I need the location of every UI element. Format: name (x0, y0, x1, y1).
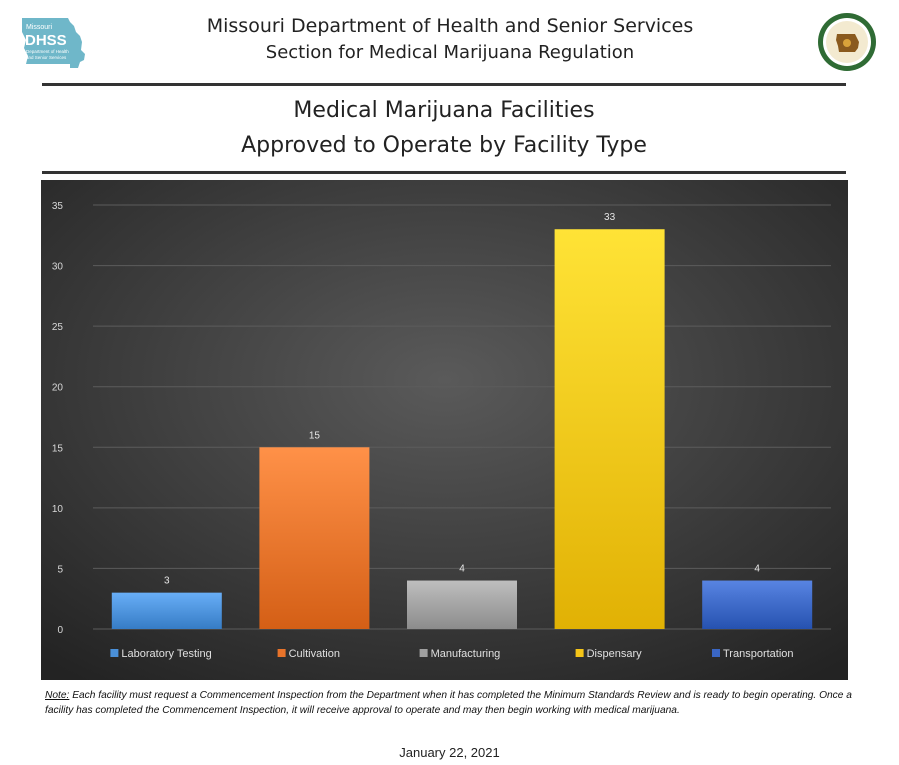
legend-label: Cultivation (289, 648, 340, 660)
footnote-label: Note: (45, 690, 70, 701)
y-tick-label: 35 (52, 201, 64, 212)
footnote: Note: Each facility must request a Comme… (45, 688, 853, 718)
dhss-logo: Missouri DHSS Department of Health and S… (18, 12, 88, 70)
legend-swatch (419, 649, 428, 657)
legend-swatch (277, 649, 286, 657)
data-label: 3 (164, 576, 170, 587)
legend-label: Laboratory Testing (121, 648, 211, 660)
bar-dispensary (554, 229, 665, 629)
bar-cultivation (259, 447, 370, 629)
y-tick-label: 30 (52, 262, 64, 273)
bar-transportation (702, 580, 813, 629)
document-date: January 22, 2021 (399, 745, 500, 760)
y-tick-label: 10 (52, 504, 64, 515)
legend-swatch (575, 649, 584, 657)
legend-label: Transportation (723, 648, 794, 660)
logo-text-dhss: DHSS (25, 32, 67, 49)
legend-label: Manufacturing (431, 648, 501, 660)
legend-swatch (712, 649, 720, 657)
y-tick-label: 0 (57, 625, 63, 636)
bar-chart: 0 5 10 15 20 25 30 35 3 15 4 33 4 Laboratory Testin… (41, 180, 848, 680)
logo-text-services: and Senior Services (26, 55, 67, 60)
data-label: 15 (309, 430, 321, 441)
section-name: Section for Medical Marijuana Regulation (265, 42, 635, 63)
legend-label: Dispensary (587, 648, 643, 660)
header-rule-top (42, 83, 846, 86)
y-tick-label: 20 (52, 383, 64, 394)
y-tick-label: 25 (52, 322, 64, 333)
y-tick-label: 5 (57, 564, 63, 575)
bar-laboratory-testing (111, 592, 222, 629)
bar-manufacturing (407, 580, 517, 629)
header-rule-bottom (42, 171, 846, 174)
footnote-text: Each facility must request a Commencemen… (45, 690, 852, 716)
chart-title-line1: Medical Marijuana Facilities (293, 98, 595, 123)
logo-text-dept: Department of Health (26, 49, 69, 54)
legend-swatch (110, 649, 119, 657)
chart-title-line2: Approved to Operate by Facility Type (241, 133, 647, 158)
data-label: 4 (754, 564, 760, 575)
data-label: 4 (459, 564, 465, 575)
y-tick-label: 15 (52, 443, 64, 454)
org-name: Missouri Department of Health and Senior… (206, 15, 694, 37)
logo-text-missouri: Missouri (26, 24, 53, 31)
state-seal-icon (817, 12, 877, 72)
data-label: 33 (604, 212, 616, 223)
